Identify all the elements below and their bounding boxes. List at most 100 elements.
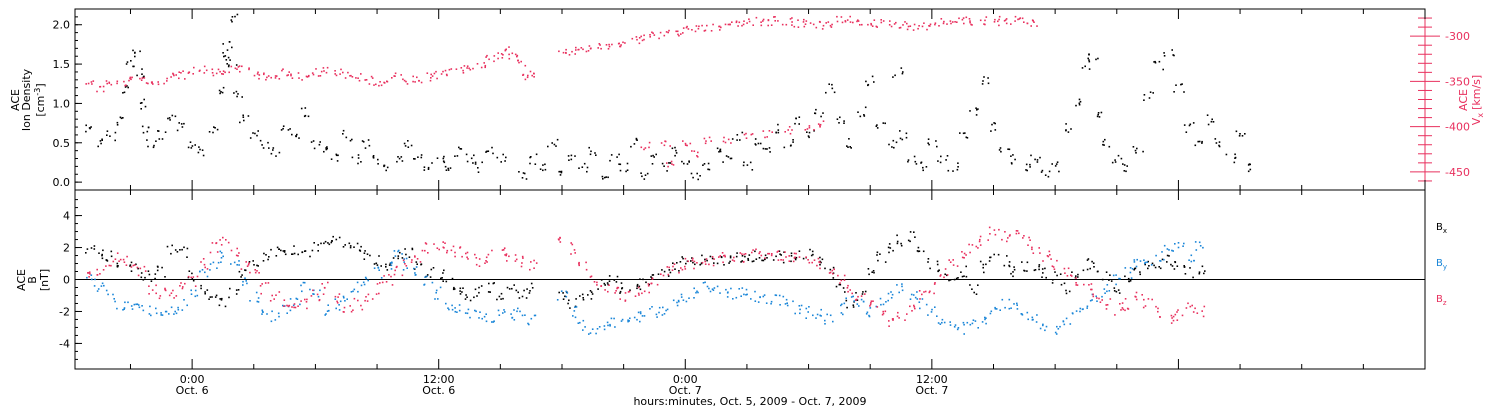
b-z-point [192,276,195,278]
b-z-point [952,259,954,261]
b-x-point [682,257,684,260]
b-z-point [1174,313,1177,316]
b-x-point [240,276,242,278]
b-x-point [164,276,166,278]
x-tick-date: Oct. 7 [915,384,948,397]
b-x-point [896,234,898,237]
b-z-point [474,253,476,256]
b-x-point [1034,269,1037,271]
x-tick-time: 0:00 [673,373,698,386]
b-z-point [1027,244,1029,246]
b-y-point [812,314,814,317]
density-point [153,144,155,147]
b-z-point [780,259,782,261]
b-y-point [435,291,437,294]
b-x-point [327,242,329,244]
b-z-point [1181,314,1184,317]
density-point [1192,122,1195,124]
density-point [708,168,711,171]
b-y-point [165,310,168,313]
b-y-point [603,325,606,327]
velocity-point [719,29,721,31]
velocity-point [281,69,283,72]
b-z-point [182,286,184,288]
density-point [1123,164,1126,166]
density-point [1058,170,1060,173]
velocity-point [703,30,706,32]
density-point [222,43,224,45]
b-x-point [332,235,334,238]
b-x-point [979,260,982,263]
b-z-point [248,262,250,264]
b-x-point [474,288,477,291]
b-z-point [559,237,561,239]
b-z-point [179,285,181,287]
velocity-point [524,64,527,67]
velocity-point [802,21,805,23]
b-x-point [528,292,531,294]
b-y-point [238,264,240,266]
velocity-point [958,17,960,20]
density-point [626,162,629,165]
b-x-point [778,250,781,252]
b-y-point [627,320,629,323]
b-z-point [485,256,488,259]
density-point [688,160,690,162]
density-point [1214,138,1217,140]
velocity-point [462,69,464,72]
b-z-point [896,315,899,318]
density-point [743,161,745,164]
b-x-point [171,244,173,247]
b-y-point [994,306,996,309]
b-z-point [144,270,147,272]
b-y-point [1133,261,1136,263]
b-x-point [927,258,930,260]
b-z-point [116,252,119,254]
b-z-point [436,247,439,249]
b-x-point [741,260,743,262]
b-y-point [875,305,878,308]
b-y-point [1079,310,1081,313]
b-x-point [1026,270,1028,272]
density-point [998,149,1001,151]
b-y-point [730,287,732,290]
density-point [1125,170,1127,173]
density-point [502,153,504,156]
b-x-point [204,292,206,295]
density-point [746,164,749,166]
b-x-point [1127,277,1130,280]
density-point [106,134,108,136]
b-z-point [846,287,849,289]
b-x-point [744,255,746,258]
b-y-point [919,307,921,310]
b-z-point [466,256,468,259]
b-z-point [89,273,91,275]
b-y-point [1159,260,1162,262]
b-z-point [1075,284,1077,286]
velocity-point [746,22,748,24]
b-z-point [1142,306,1145,309]
b-x-point [1115,290,1118,293]
velocity-point [693,150,696,152]
b-x-point [971,288,973,290]
b-y-point [1081,308,1084,311]
density-point [962,132,965,135]
b-y-point [127,301,129,304]
b-x-point [613,279,616,281]
b-x-point [356,242,359,245]
density-point [843,120,845,122]
b-x-point [845,299,848,302]
b-z-point [696,262,698,264]
b-x-point [663,270,666,273]
b-z-point [755,248,757,251]
b-x-point [284,253,287,256]
density-point [231,46,233,49]
velocity-point [668,29,670,32]
density-point [361,140,364,142]
density-point [458,146,460,149]
density-point [1235,130,1238,133]
velocity-point [180,72,182,74]
b-y-point [840,312,843,314]
b-z-point [416,258,419,260]
velocity-point [917,27,919,30]
